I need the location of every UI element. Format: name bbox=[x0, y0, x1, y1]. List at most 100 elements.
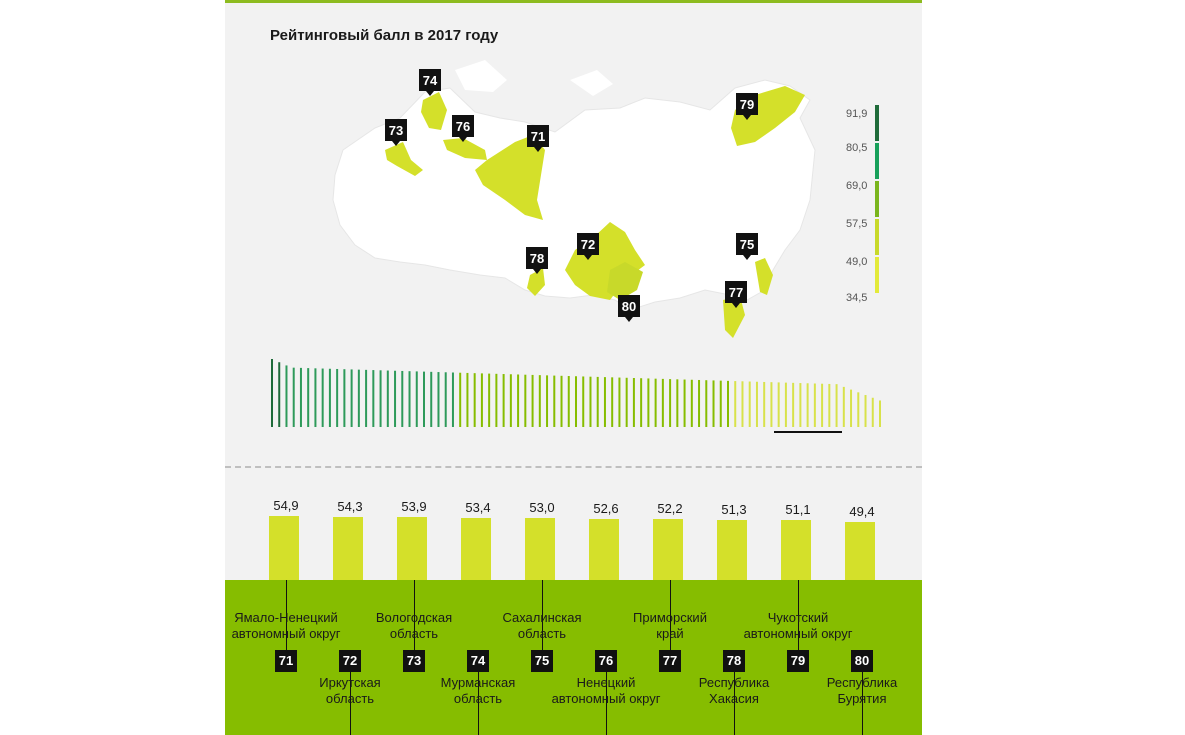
mini-bar bbox=[618, 377, 621, 427]
mini-bar bbox=[560, 375, 563, 427]
mini-bar bbox=[444, 372, 447, 427]
leader-line bbox=[670, 580, 671, 650]
mini-bar bbox=[719, 380, 722, 427]
region-73 bbox=[385, 142, 423, 176]
mini-bar bbox=[603, 377, 606, 427]
mini-bar bbox=[567, 376, 570, 427]
map-marker-74: 74 bbox=[419, 69, 441, 96]
mini-bar bbox=[705, 380, 708, 427]
svg-text:78: 78 bbox=[530, 251, 544, 266]
mini-bar bbox=[423, 371, 425, 427]
mini-bar bbox=[307, 368, 310, 427]
mini-bar bbox=[654, 378, 657, 427]
region-78 bbox=[527, 268, 545, 296]
mini-bar bbox=[611, 377, 614, 427]
region-name: Мурманская область bbox=[440, 675, 516, 706]
mini-bar bbox=[466, 372, 469, 427]
region-80 bbox=[607, 262, 643, 300]
mini-bar bbox=[488, 373, 491, 427]
mini-bar bbox=[632, 378, 635, 427]
rank-box-71: 71 bbox=[275, 650, 297, 672]
rank-box-74: 74 bbox=[467, 650, 489, 672]
svg-text:80: 80 bbox=[622, 299, 636, 314]
bar-value-label: 52,2 bbox=[657, 501, 683, 517]
mini-bar bbox=[879, 400, 881, 427]
svg-text:73: 73 bbox=[389, 123, 403, 138]
rank-box-75: 75 bbox=[531, 650, 553, 672]
mini-bar bbox=[357, 369, 360, 427]
mini-bar bbox=[770, 382, 773, 427]
mini-bar bbox=[531, 374, 534, 427]
bar-80 bbox=[845, 522, 875, 580]
map-marker-71: 71 bbox=[527, 125, 549, 152]
region-77 bbox=[723, 296, 745, 338]
svg-text:77: 77 bbox=[729, 285, 743, 300]
mini-bar bbox=[828, 383, 831, 427]
region-76 bbox=[443, 138, 487, 160]
mini-bar bbox=[799, 383, 802, 427]
mini-bar bbox=[596, 376, 599, 427]
bar-78 bbox=[717, 520, 747, 580]
svg-text:75: 75 bbox=[740, 237, 754, 252]
bar-value-label: 53,9 bbox=[401, 499, 427, 515]
scale-segment bbox=[875, 181, 879, 217]
scale-segment bbox=[875, 257, 879, 293]
rank-box-73: 73 bbox=[403, 650, 425, 672]
bar-79 bbox=[781, 520, 811, 580]
leader-line bbox=[542, 580, 543, 650]
map-marker-80: 80 bbox=[618, 295, 640, 322]
mini-bar bbox=[292, 367, 295, 427]
mini-bar bbox=[755, 381, 758, 427]
top-rule bbox=[225, 0, 922, 3]
mini-bar bbox=[784, 382, 787, 427]
mini-bar bbox=[669, 379, 672, 427]
region-name: Иркутская область bbox=[319, 675, 381, 706]
mini-bar bbox=[734, 381, 737, 427]
region-name: Приморский край bbox=[633, 610, 707, 641]
region-name: Чукотский автономный округ bbox=[743, 610, 853, 641]
mini-bar bbox=[575, 376, 577, 427]
mini-bar bbox=[589, 376, 592, 427]
mini-bar bbox=[813, 383, 816, 427]
mini-bar bbox=[661, 378, 664, 427]
mini-bar bbox=[509, 374, 512, 427]
leader-line bbox=[734, 672, 735, 735]
mini-bar bbox=[647, 378, 650, 427]
mini-bar bbox=[386, 370, 389, 427]
bar-72 bbox=[333, 516, 363, 580]
map-marker-77: 77 bbox=[725, 281, 747, 308]
scale-segment bbox=[875, 105, 879, 141]
bar-value-label: 54,3 bbox=[337, 498, 363, 514]
mini-bar bbox=[480, 373, 483, 427]
mini-bar bbox=[278, 362, 281, 427]
mini-bar bbox=[314, 368, 317, 427]
mini-bar bbox=[336, 368, 339, 427]
bar-73 bbox=[397, 517, 427, 580]
region-75 bbox=[755, 258, 773, 295]
map-marker-76: 76 bbox=[452, 115, 474, 142]
bar-value-label: 52,6 bbox=[593, 500, 619, 516]
bar-74 bbox=[461, 517, 491, 580]
mini-bar bbox=[321, 368, 324, 427]
mini-bar bbox=[640, 378, 643, 427]
bar-value-label: 49,4 bbox=[849, 504, 875, 520]
region-72 bbox=[565, 222, 645, 300]
mini-bar bbox=[343, 369, 346, 427]
svg-text:74: 74 bbox=[423, 73, 438, 88]
mini-bar bbox=[835, 384, 838, 427]
svg-text:79: 79 bbox=[740, 97, 754, 112]
scale-label: 34,5 bbox=[846, 292, 868, 304]
leader-line bbox=[798, 580, 799, 650]
mini-bar bbox=[553, 375, 556, 427]
mini-bar bbox=[698, 379, 701, 427]
bar-value-label: 51,3 bbox=[721, 502, 747, 518]
mini-bar bbox=[748, 381, 751, 427]
mini-bar bbox=[271, 359, 273, 427]
region-name: Вологодская область bbox=[375, 610, 453, 641]
mini-bar bbox=[582, 376, 585, 427]
map-marker-75: 75 bbox=[736, 233, 758, 260]
scale-segment bbox=[875, 219, 879, 255]
svg-text:72: 72 bbox=[581, 237, 595, 252]
mini-bar bbox=[546, 375, 549, 427]
bar-77 bbox=[653, 519, 683, 580]
